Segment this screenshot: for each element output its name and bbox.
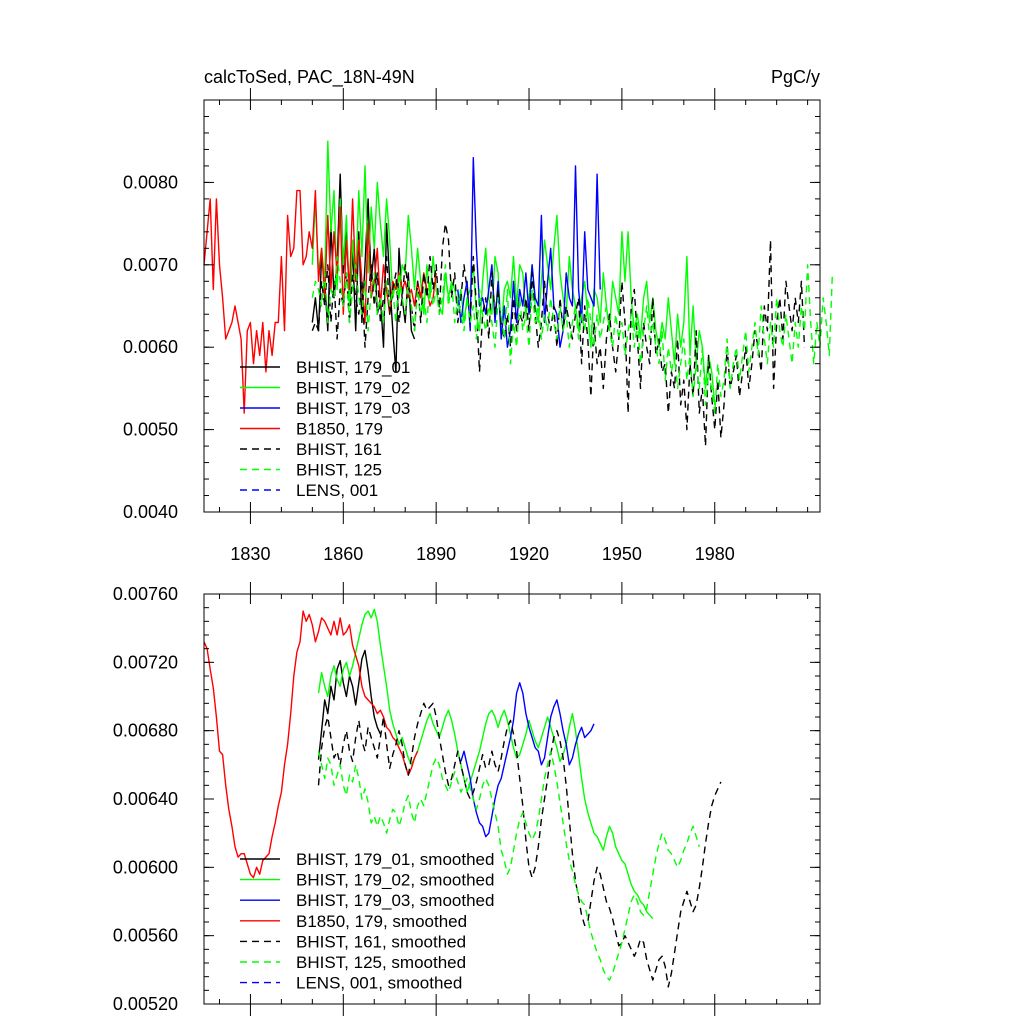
top-ytick-label: 0.0050 <box>123 420 178 440</box>
top-legend-label: BHIST, 179_03 <box>296 399 410 418</box>
bottom-ytick-label: 0.00520 <box>113 994 178 1014</box>
top-series-lines <box>203 140 834 447</box>
bottom-series-b1850-179-smoothed <box>203 610 419 879</box>
bottom-series-lines <box>203 608 722 988</box>
bottom-series-bhist-125-smoothed <box>317 750 700 981</box>
top-xtick-label: 1830 <box>230 544 270 564</box>
top-xtick-label: 1980 <box>695 544 735 564</box>
top-legend-label: B1850, 179 <box>296 420 383 439</box>
bottom-legend-label: BHIST, 179_01, smoothed <box>296 850 494 869</box>
top-axis-ticks: 1830 1860 1890 1920 1950 1980 0.0040 0.0050 0.00… <box>123 88 820 564</box>
bottom-legend-label: BHIST, 179_02, smoothed <box>296 871 494 890</box>
bottom-series-bhist-179-01-smoothed <box>317 649 382 760</box>
bottom-legend-label: BHIST, 161, smoothed <box>296 932 466 951</box>
top-series-b1850-179 <box>203 189 437 414</box>
top-panel: calcToSed, PAC_18N-49N PgC/y 1830 1860 189… <box>123 67 834 564</box>
top-legend-label: BHIST, 179_01 <box>296 358 410 377</box>
bottom-legend: BHIST, 179_01, smoothed BHIST, 179_02, sm… <box>240 850 494 993</box>
bottom-legend-label: BHIST, 179_03, smoothed <box>296 891 494 910</box>
bottom-ytick-label: 0.00680 <box>113 721 178 741</box>
bottom-plot-frame <box>203 593 821 1005</box>
bottom-ytick-label: 0.00560 <box>113 926 178 946</box>
top-ytick-label: 0.0070 <box>123 255 178 275</box>
top-ytick-label: 0.0060 <box>123 337 178 357</box>
bottom-series-bhist-179-03-smoothed <box>460 682 595 838</box>
top-legend-label: LENS, 001 <box>296 481 378 500</box>
bottom-panel: 0.00520 0.00560 0.00600 0.00640 0.00680 0.007… <box>113 582 821 1016</box>
bottom-ytick-label: 0.00720 <box>113 652 178 672</box>
top-ytick-label: 0.0040 <box>123 502 178 522</box>
top-title-right: PgC/y <box>771 67 820 87</box>
top-xtick-label: 1920 <box>509 544 549 564</box>
top-xtick-label: 1950 <box>602 544 642 564</box>
bottom-axis-ticks: 0.00520 0.00560 0.00600 0.00640 0.00680 0.007… <box>113 582 820 1016</box>
bottom-series-bhist-179-02-smoothed <box>317 608 654 920</box>
bottom-legend-label: BHIST, 125, smoothed <box>296 953 466 972</box>
top-series-bhist-125 <box>311 255 834 414</box>
bottom-series-bhist-161-smoothed <box>317 702 722 988</box>
top-ytick-label: 0.0080 <box>123 172 178 192</box>
top-legend-label: BHIST, 125 <box>296 461 382 480</box>
bottom-ytick-label: 0.00600 <box>113 857 178 877</box>
top-legend-label: BHIST, 161 <box>296 440 382 459</box>
top-series-bhist-179-02 <box>311 140 716 405</box>
bottom-ytick-label: 0.00760 <box>113 584 178 604</box>
top-legend-label: BHIST, 179_02 <box>296 379 410 398</box>
top-xtick-label: 1890 <box>416 544 456 564</box>
bottom-legend-label: B1850, 179, smoothed <box>296 912 467 931</box>
top-plot-frame <box>203 99 821 513</box>
top-xtick-label: 1860 <box>323 544 363 564</box>
bottom-ytick-label: 0.00640 <box>113 789 178 809</box>
bottom-legend-label: LENS, 001, smoothed <box>296 974 462 993</box>
top-title-left: calcToSed, PAC_18N-49N <box>204 67 415 88</box>
top-series-bhist-161 <box>311 222 806 447</box>
